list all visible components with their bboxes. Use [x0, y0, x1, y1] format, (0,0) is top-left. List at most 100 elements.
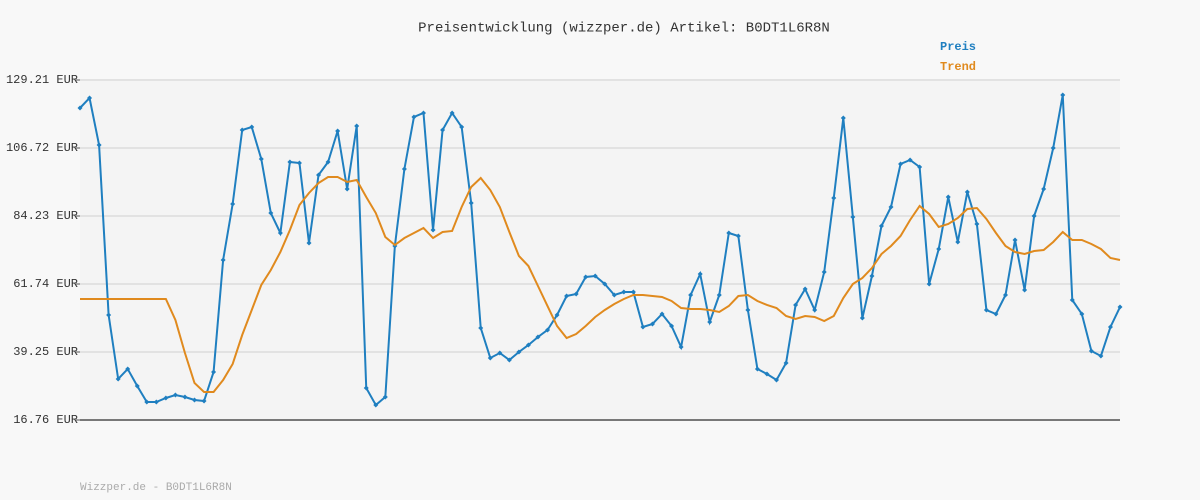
data-point — [878, 223, 884, 229]
data-point — [983, 307, 989, 313]
data-point — [440, 127, 446, 133]
data-point — [611, 292, 617, 298]
data-point — [945, 194, 951, 200]
data-point — [649, 321, 655, 327]
data-point — [707, 319, 713, 325]
data-point — [583, 274, 589, 280]
chart-title: Preisentwicklung (wizzper.de) Artikel: B… — [418, 21, 830, 37]
legend-entry: Trend — [940, 60, 976, 74]
data-point — [812, 307, 818, 313]
data-point — [525, 342, 531, 348]
data-point — [420, 110, 426, 116]
data-point — [220, 257, 226, 263]
data-point — [802, 286, 808, 292]
data-point — [1107, 324, 1113, 330]
data-point — [1012, 237, 1018, 243]
data-point — [831, 195, 837, 201]
data-point — [1069, 297, 1075, 303]
data-point — [535, 334, 541, 340]
data-point — [182, 394, 188, 400]
data-point — [592, 273, 598, 279]
data-point — [993, 311, 999, 317]
y-tick-label: 106.72 EUR — [6, 141, 78, 155]
data-point — [106, 312, 112, 318]
data-point — [487, 355, 493, 361]
data-point — [1041, 186, 1047, 192]
data-point — [144, 399, 150, 405]
data-point — [344, 186, 350, 192]
data-point — [564, 293, 570, 299]
data-point — [659, 311, 665, 317]
data-point — [459, 124, 465, 130]
plot-area — [80, 80, 1120, 420]
data-point — [115, 376, 121, 382]
data-point — [793, 302, 799, 308]
data-point — [468, 200, 474, 206]
data-point — [669, 323, 675, 329]
data-point — [211, 369, 217, 375]
data-point — [821, 269, 827, 275]
y-tick-label: 129.21 EUR — [6, 73, 78, 87]
data-point — [926, 281, 932, 287]
data-point — [87, 95, 93, 101]
data-point — [764, 371, 770, 377]
data-point — [382, 394, 388, 400]
data-point — [754, 366, 760, 372]
data-point — [1117, 304, 1123, 310]
data-point — [869, 273, 875, 279]
data-point — [401, 166, 407, 172]
series-line — [79, 94, 1121, 407]
data-point — [735, 233, 741, 239]
data-point — [1031, 213, 1037, 219]
data-point — [201, 398, 207, 404]
data-point — [1088, 348, 1094, 354]
data-point — [191, 397, 197, 403]
data-point — [230, 201, 236, 207]
data-point — [1003, 292, 1009, 298]
data-point — [125, 366, 131, 372]
data-point — [955, 239, 961, 245]
data-point — [783, 360, 789, 366]
data-point — [726, 230, 732, 236]
data-point — [497, 350, 503, 356]
data-point — [306, 240, 312, 246]
data-point — [296, 160, 302, 166]
series-line — [80, 176, 1121, 393]
data-point — [449, 110, 455, 116]
data-point — [602, 281, 608, 287]
data-point — [1050, 145, 1056, 151]
data-point — [277, 230, 283, 236]
data-point — [96, 142, 102, 148]
y-tick-label: 16.76 EUR — [13, 413, 78, 427]
data-point — [430, 227, 436, 233]
data-point — [411, 114, 417, 120]
data-point — [688, 292, 694, 298]
data-point — [573, 291, 579, 297]
y-tick-label: 39.25 EUR — [13, 345, 78, 359]
data-point — [268, 210, 274, 216]
data-point — [545, 327, 551, 333]
data-point — [239, 127, 245, 133]
data-point — [640, 324, 646, 330]
data-point — [621, 289, 627, 295]
data-point — [516, 349, 522, 355]
data-point — [258, 156, 264, 162]
data-point — [172, 392, 178, 398]
data-point — [287, 159, 293, 165]
data-point — [153, 399, 159, 405]
data-point — [77, 105, 83, 111]
data-point — [678, 344, 684, 350]
data-point — [630, 289, 636, 295]
data-point — [325, 159, 331, 165]
data-point — [745, 307, 751, 313]
data-point — [907, 157, 913, 163]
data-point — [163, 395, 169, 401]
data-point — [478, 325, 484, 331]
data-point — [249, 124, 255, 130]
data-point — [974, 221, 980, 227]
data-point — [373, 402, 379, 408]
data-point — [888, 204, 894, 210]
data-point — [917, 164, 923, 170]
data-point — [774, 377, 780, 383]
